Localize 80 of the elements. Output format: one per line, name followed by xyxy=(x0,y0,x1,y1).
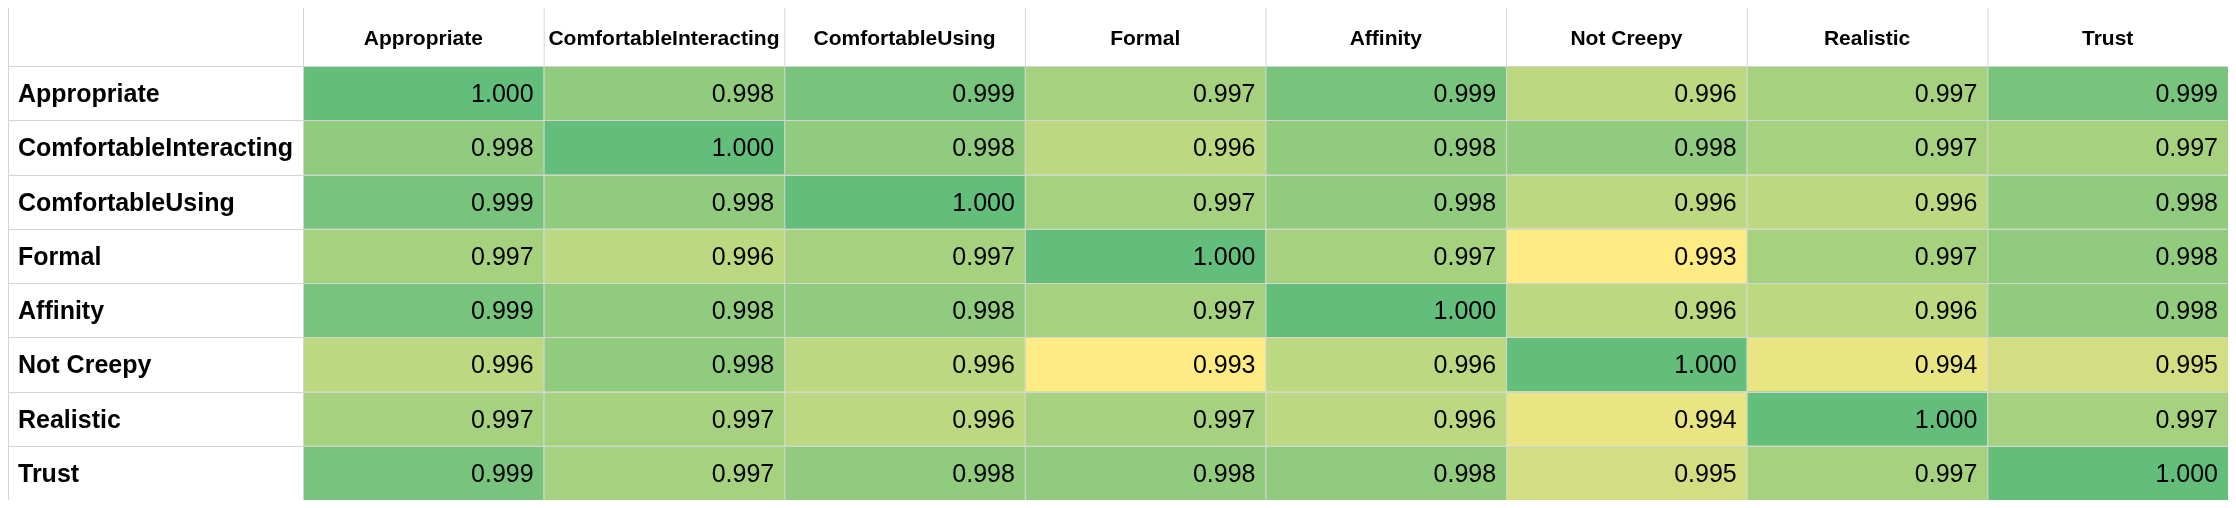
data-label: 0.997 xyxy=(1192,187,1256,216)
data-label: 0.996 xyxy=(1433,404,1497,433)
data-label: 0.998 xyxy=(1433,458,1497,487)
data-label: 0.998 xyxy=(711,296,775,325)
x-tick-label: Formal xyxy=(1110,25,1181,49)
data-label: 0.994 xyxy=(1914,350,1978,379)
data-label: 0.999 xyxy=(471,296,534,325)
data-label: 0.997 xyxy=(471,241,534,270)
data-label: 1.000 xyxy=(471,79,534,108)
data-label: 0.998 xyxy=(952,458,1015,487)
data-label: 0.996 xyxy=(471,350,534,379)
x-tick-label: Not Creepy xyxy=(1570,25,1683,49)
data-label: 0.999 xyxy=(471,458,534,487)
data-label: 0.997 xyxy=(711,458,775,487)
data-label: 0.997 xyxy=(2155,133,2218,162)
data-label: 1.000 xyxy=(711,133,775,162)
data-label: 0.996 xyxy=(1433,350,1497,379)
data-label: 0.996 xyxy=(952,404,1015,433)
data-label: 0.998 xyxy=(952,296,1015,325)
x-tick-label: Realistic xyxy=(1823,25,1911,49)
data-label: 0.999 xyxy=(1433,79,1497,108)
data-label: 0.998 xyxy=(1192,458,1256,487)
data-label: 0.995 xyxy=(2155,350,2218,379)
data-label: 1.000 xyxy=(1433,296,1497,325)
data-label: 0.997 xyxy=(1914,241,1978,270)
data-label: 0.994 xyxy=(1674,404,1737,433)
data-label: 0.996 xyxy=(952,350,1015,379)
data-label: 1.000 xyxy=(952,187,1015,216)
y-tick-label: Realistic xyxy=(18,404,121,433)
x-tick-label: ComfortableInteracting xyxy=(548,25,780,49)
data-label: 0.996 xyxy=(1914,187,1978,216)
data-label: 0.999 xyxy=(2155,79,2218,108)
data-label: 0.999 xyxy=(471,187,534,216)
data-label: 0.999 xyxy=(952,79,1015,108)
data-label: 0.997 xyxy=(711,404,775,433)
data-label: 0.995 xyxy=(1674,458,1737,487)
y-tick-label: Affinity xyxy=(18,296,105,325)
data-label: 0.996 xyxy=(1192,133,1256,162)
y-tick-label: Appropriate xyxy=(18,79,160,108)
data-label: 0.997 xyxy=(1192,79,1256,108)
data-label: 0.997 xyxy=(1914,79,1978,108)
data-label: 0.997 xyxy=(952,241,1015,270)
data-label: 0.998 xyxy=(2155,296,2218,325)
data-label: 1.000 xyxy=(1914,404,1978,433)
y-tick-label: Not Creepy xyxy=(18,350,152,379)
data-label: 0.996 xyxy=(1674,79,1737,108)
data-label: 0.998 xyxy=(1433,133,1497,162)
data-label: 0.997 xyxy=(1914,133,1978,162)
data-label: 0.998 xyxy=(952,133,1015,162)
data-label: 0.998 xyxy=(2155,187,2218,216)
x-tick-label: ComfortableUsing xyxy=(813,25,996,49)
data-label: 0.993 xyxy=(1192,350,1256,379)
data-label: 0.997 xyxy=(1433,241,1497,270)
data-label: 0.996 xyxy=(1674,187,1737,216)
y-tick-label: ComfortableInteracting xyxy=(18,133,294,162)
data-label: 0.996 xyxy=(711,241,775,270)
data-label: 1.000 xyxy=(2155,458,2218,487)
data-label: 0.997 xyxy=(1192,296,1256,325)
data-label: 0.998 xyxy=(2155,241,2218,270)
x-tick-label: Trust xyxy=(2082,25,2134,49)
data-label: 0.997 xyxy=(1914,458,1978,487)
data-label: 0.998 xyxy=(1674,133,1737,162)
data-label: 0.998 xyxy=(471,133,534,162)
x-tick-label: Appropriate xyxy=(363,25,483,49)
y-tick-label: Trust xyxy=(18,458,80,487)
data-label: 0.998 xyxy=(1433,187,1497,216)
data-label: 1.000 xyxy=(1192,241,1256,270)
data-label: 0.997 xyxy=(1192,404,1256,433)
y-tick-label: ComfortableUsing xyxy=(18,187,235,216)
data-label: 0.998 xyxy=(711,350,775,379)
data-label: 0.997 xyxy=(471,404,534,433)
data-label: 0.996 xyxy=(1914,296,1978,325)
data-label: 0.993 xyxy=(1674,241,1737,270)
data-label: 0.997 xyxy=(2155,404,2218,433)
data-label: 1.000 xyxy=(1674,350,1737,379)
y-tick-label: Formal xyxy=(18,241,102,270)
data-label: 0.996 xyxy=(1674,296,1737,325)
data-label: 0.998 xyxy=(711,79,775,108)
data-label: 0.998 xyxy=(711,187,775,216)
x-tick-label: Affinity xyxy=(1349,25,1423,49)
